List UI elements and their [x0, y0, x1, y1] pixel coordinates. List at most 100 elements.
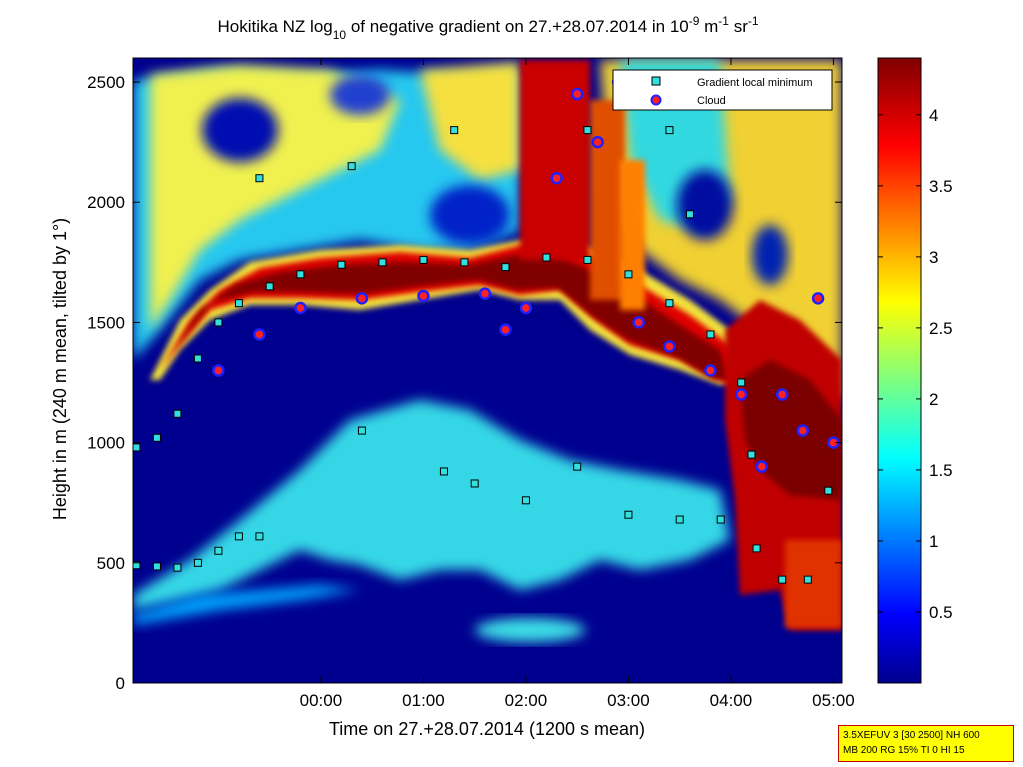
heatmap-hole3 [330, 75, 390, 115]
cloud-point [253, 328, 266, 341]
gradient-minimum-point [706, 330, 715, 339]
colorbar-tick-label: 2.5 [929, 319, 953, 338]
gradient-minimum-point [450, 126, 459, 135]
gradient-minimum-point [752, 544, 761, 553]
x-tick-label: 04:00 [710, 691, 753, 710]
legend: Gradient local minimum Cloud [612, 69, 833, 111]
gradient-minimum-point [716, 515, 725, 524]
gradient-minimum-point [521, 496, 530, 505]
legend-box [612, 69, 833, 111]
cloud-point [355, 292, 369, 305]
gradient-minimum-point [357, 426, 366, 435]
y-tick-label: 1000 [87, 434, 125, 453]
x-tick-label: 02:00 [505, 691, 548, 710]
colorbar-tick-label: 1 [929, 532, 938, 551]
heatmap-upper-yellow2 [420, 62, 520, 180]
gradient-minimum-point [624, 510, 633, 519]
gradient-minimum-point [737, 378, 746, 387]
gradient-minimum-point [214, 546, 223, 555]
info-line-2: MB 200 RG 15% TI 0 HI 15 [843, 745, 965, 756]
gradient-minimum-point [624, 270, 633, 279]
cloud-point [704, 364, 717, 377]
y-axis: 0 500 1000 1500 2000 2500 [87, 73, 842, 693]
heatmap-column3 [620, 160, 645, 310]
heatmap-lowlayer [133, 400, 730, 610]
legend-marker-cloud [650, 94, 662, 106]
gradient-minimum-point [152, 562, 161, 571]
cloud-point [811, 292, 825, 305]
info-box: 3.5XEFUV 3 [30 2500] NH 600 MB 200 RG 15… [838, 725, 1014, 762]
cloud-point [550, 171, 563, 185]
y-tick-label: 2500 [87, 73, 125, 92]
gradient-minimum-point [296, 270, 305, 279]
heatmap-right-hole2 [752, 225, 788, 285]
cloud-point [212, 364, 225, 377]
colorbar-ticks: 0.5 1 1.5 2 2.5 3 3.5 4 [878, 106, 953, 622]
colorbar-tick-label: 0.5 [929, 603, 953, 622]
gradient-minimum-point [470, 479, 479, 488]
colorbar-tick-label: 2 [929, 390, 938, 409]
colorbar-tick-label: 3.5 [929, 177, 953, 196]
gradient-minimum-point [347, 162, 356, 171]
gradient-minimum-point [152, 433, 161, 442]
gradient-minimum-point [419, 255, 428, 264]
y-axis-label: Height in m (240 m mean, tilted by 1°) [50, 218, 70, 520]
colorbar-tick-label: 3 [929, 248, 938, 267]
gradient-minimum-point [255, 532, 264, 541]
gradient-minimum-point [234, 532, 243, 541]
cloud-point [499, 323, 512, 336]
gradient-minimum-point [583, 255, 592, 264]
colorbar-tick-label: 4 [929, 106, 938, 125]
gradient-minimum-point [778, 575, 787, 584]
heatmap-hole2 [430, 185, 510, 245]
legend-marker-gradient [651, 76, 661, 86]
gradient-minimum-point [234, 299, 243, 308]
cloud-point [417, 289, 430, 303]
gradient-minimum-point [824, 486, 833, 495]
x-tick-label: 01:00 [402, 691, 445, 710]
gradient-minimum-point [265, 282, 274, 291]
cloud-point [570, 87, 584, 101]
gradient-minimum-point [675, 515, 684, 524]
y-tick-label: 500 [97, 554, 125, 573]
legend-label-cloud: Cloud [697, 95, 726, 107]
cloud-point [478, 287, 492, 300]
x-tick-label: 05:00 [812, 691, 855, 710]
series-gradient-local-minimum [133, 126, 833, 584]
gradient-minimum-point [665, 126, 674, 135]
heatmap-blob [475, 618, 585, 642]
colorbar: 0.5 1 1.5 2 2.5 3 3.5 4 [877, 57, 953, 684]
heatmap-area [133, 58, 842, 683]
gradient-minimum-point [214, 318, 223, 327]
gradient-minimum-point [173, 409, 182, 418]
heatmap-column2 [590, 100, 625, 300]
cloud-point [775, 388, 789, 401]
x-axis-label: Time on 27.+28.07.2014 (1200 s mean) [329, 719, 645, 739]
gradient-minimum-point [803, 575, 812, 584]
gradient-minimum-point [133, 561, 141, 570]
gradient-minimum-point [173, 563, 182, 572]
gradient-minimum-point [665, 299, 674, 308]
heatmap-right-hole [677, 170, 733, 240]
gradient-minimum-point [439, 467, 448, 476]
plot-frame [132, 57, 843, 684]
heatmap-lowlayer-core [133, 585, 360, 625]
y-tick-label: 2000 [87, 193, 125, 212]
gradient-minimum-point [583, 126, 592, 135]
chart-title: Hokitika NZ log10 of negative gradient o… [217, 14, 758, 42]
colorbar-gradient [877, 57, 922, 684]
cloud-point [796, 424, 809, 437]
cloud-point [755, 460, 768, 473]
cloud-point [663, 340, 676, 353]
gradient-minimum-point [193, 558, 202, 567]
gradient-minimum-point [193, 354, 202, 363]
gradient-minimum-point [685, 210, 694, 219]
heatmap-hole [202, 98, 278, 162]
gradient-minimum-point [573, 462, 582, 471]
cloud-point [632, 316, 645, 329]
gradient-minimum-point [378, 258, 387, 267]
x-axis: 00:00 01:00 02:00 03:00 04:00 05:00 [300, 58, 855, 710]
x-tick-label: 00:00 [300, 691, 343, 710]
y-tick-label: 1500 [87, 313, 125, 332]
